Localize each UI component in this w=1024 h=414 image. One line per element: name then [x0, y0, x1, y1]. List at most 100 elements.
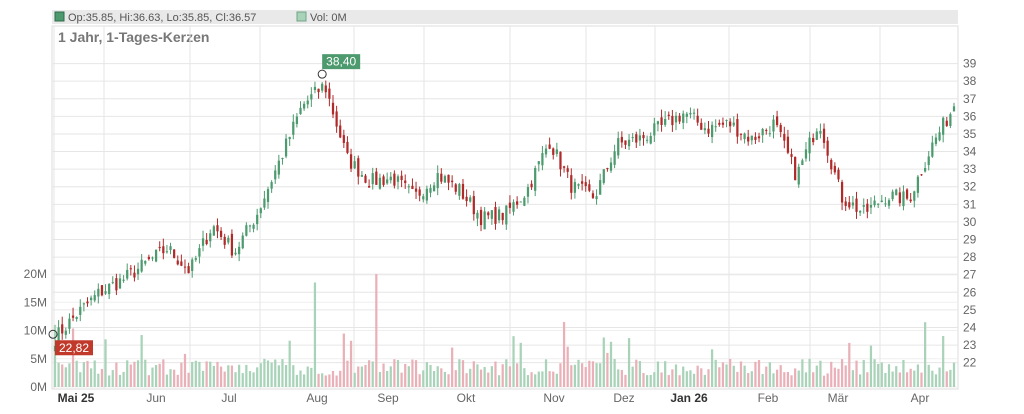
candle-body	[595, 196, 598, 200]
candle-body	[516, 201, 519, 205]
chart-subtitle: 1 Jahr, 1-Tages-Kerzen	[58, 29, 209, 45]
high-label-box	[322, 54, 361, 70]
volume-bar	[595, 363, 598, 387]
candle-body	[126, 269, 129, 279]
volume-bar	[353, 372, 356, 387]
price-tick-label: 36	[963, 109, 977, 123]
volume-bar	[487, 372, 490, 387]
candle-body	[880, 200, 883, 202]
volume-bar	[624, 374, 627, 387]
x-axis-label: Aug	[306, 391, 327, 405]
volume-bar	[620, 369, 623, 387]
volume-bar	[718, 367, 721, 387]
volume-bar	[645, 375, 649, 387]
volume-bar	[913, 370, 916, 387]
candle-body	[631, 137, 634, 139]
volume-bar	[472, 361, 475, 387]
volume-bar	[310, 367, 313, 387]
candle-body	[201, 238, 205, 246]
volume-bar	[739, 361, 743, 387]
volume-bar	[815, 365, 818, 387]
candle-body	[591, 193, 595, 198]
price-tick-label: 34	[963, 145, 977, 159]
price-tick-label: 32	[963, 180, 977, 194]
grid	[51, 25, 959, 390]
candle-body	[869, 205, 873, 208]
volume-bar	[772, 373, 775, 387]
volume-bar	[887, 364, 891, 387]
candle-body	[451, 180, 454, 183]
volume-bar	[497, 375, 501, 387]
volume-bar	[454, 370, 457, 387]
volume-bar	[97, 373, 100, 387]
volume-bar	[122, 371, 125, 387]
volume-bar	[736, 371, 739, 387]
volume-bar	[898, 372, 901, 387]
candle-body	[317, 88, 320, 93]
candle-body	[887, 200, 891, 206]
volume-bar	[248, 371, 252, 387]
candle-body	[685, 113, 688, 117]
volume-bar	[534, 374, 537, 387]
legend-bar	[52, 10, 958, 24]
candle-body	[382, 176, 385, 185]
candle-body	[205, 239, 208, 245]
volume-bar	[656, 361, 660, 387]
volume-bar	[855, 360, 858, 387]
volume-bar	[205, 361, 208, 387]
volume-bar	[443, 371, 447, 387]
candle-body	[447, 174, 450, 183]
volume-bars	[53, 274, 956, 387]
volume-bar	[797, 370, 800, 387]
volume-bar	[938, 367, 941, 387]
volume-bar	[505, 359, 508, 387]
candle-body	[270, 182, 273, 189]
volume-bar	[573, 364, 577, 387]
volume-bar	[696, 365, 699, 387]
volume-bar	[931, 370, 934, 387]
candle-body	[555, 149, 558, 154]
volume-bar	[747, 373, 750, 387]
x-axis-label: Mai 25	[58, 391, 95, 405]
volume-bar	[306, 366, 309, 387]
candle-body	[129, 268, 132, 270]
price-tick-label: 29	[963, 233, 977, 247]
volume-bar	[949, 369, 952, 387]
candle-body	[483, 211, 486, 230]
volume-bar	[299, 370, 302, 387]
volume-bar	[783, 372, 786, 387]
volume-bar	[461, 360, 465, 387]
candle-body	[97, 288, 100, 297]
volume-bar	[263, 358, 266, 387]
volume-bar	[198, 361, 201, 387]
candle-body	[620, 136, 623, 143]
candle-body	[328, 88, 331, 99]
volume-bar	[469, 368, 472, 387]
candle-body	[183, 266, 187, 268]
candle-body	[617, 138, 620, 156]
candle-body	[710, 124, 714, 138]
candle-body	[775, 116, 779, 126]
volume-bar	[342, 333, 345, 387]
candle-body	[295, 116, 299, 125]
price-tick-label: 27	[963, 268, 977, 282]
candle-body	[422, 196, 425, 200]
candle-body	[324, 85, 327, 93]
candle-body	[284, 138, 288, 157]
volume-bar	[884, 372, 887, 387]
candle-body	[512, 202, 515, 212]
volume-bar	[909, 368, 912, 387]
volume-bar	[165, 374, 169, 387]
volume-bar	[234, 372, 237, 387]
volume-bar	[649, 374, 652, 387]
volume-bar	[606, 352, 609, 387]
volume-bar	[173, 369, 176, 387]
volume-bar	[100, 368, 104, 387]
candle-body	[342, 135, 345, 143]
volume-bar	[256, 367, 259, 387]
volume-bar	[422, 370, 425, 387]
candle-body	[873, 200, 876, 206]
candle-body	[822, 128, 826, 143]
candle-body	[866, 203, 869, 212]
candle-body	[411, 185, 414, 189]
